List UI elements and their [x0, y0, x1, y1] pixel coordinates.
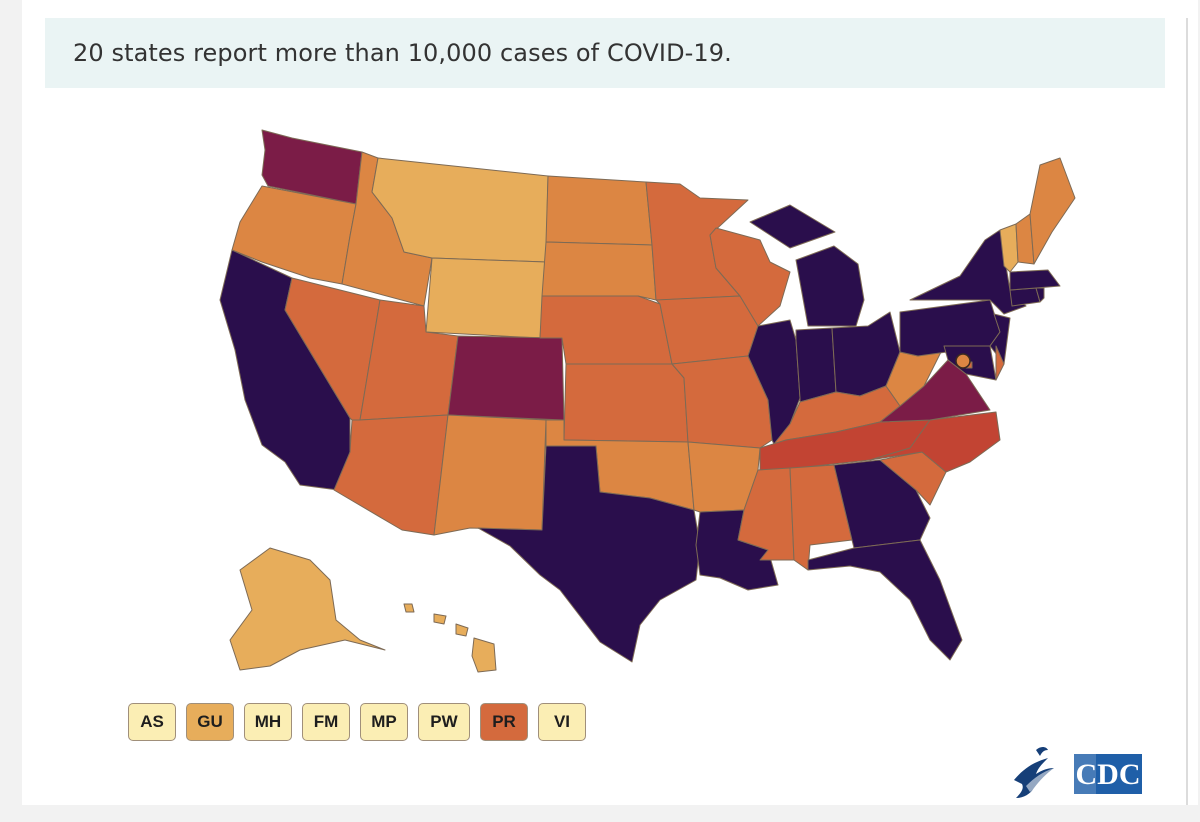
territory-button-fm[interactable]: FM	[302, 703, 350, 741]
dc-marker[interactable]	[955, 353, 971, 369]
state-wy[interactable]	[425, 257, 547, 339]
headline-banner: 20 states report more than 10,000 cases …	[45, 18, 1165, 88]
cdc-logo-text: CDC	[1076, 758, 1141, 791]
state-nd[interactable]	[545, 175, 653, 246]
state-ks[interactable]	[563, 363, 689, 443]
agency-logos: CDC	[1014, 747, 1142, 798]
state-in[interactable]	[795, 327, 837, 403]
cdc-logo: CDC	[1074, 754, 1142, 794]
state-me[interactable]	[1029, 157, 1076, 265]
state-ms[interactable]	[737, 467, 795, 561]
state-sd[interactable]	[541, 241, 657, 301]
divider	[1186, 18, 1188, 805]
state-ak[interactable]	[229, 547, 386, 671]
territory-button-mh[interactable]: MH	[244, 703, 292, 741]
state-az[interactable]	[333, 414, 449, 536]
territory-buttons: AS GU MH FM MP PW PR VI	[128, 703, 586, 743]
state-ma[interactable]	[1009, 269, 1061, 291]
territory-button-vi[interactable]: VI	[538, 703, 586, 741]
state-fl[interactable]	[807, 539, 963, 661]
state-wi[interactable]	[709, 227, 791, 327]
state-de[interactable]	[995, 345, 1005, 381]
state-nm[interactable]	[433, 414, 547, 536]
state-mi[interactable]	[749, 204, 865, 327]
state-tx[interactable]	[477, 445, 701, 663]
hhs-eagle-icon	[1014, 747, 1054, 798]
state-ri[interactable]	[1035, 287, 1045, 303]
territory-button-pw[interactable]: PW	[418, 703, 470, 741]
headline-text: 20 states report more than 10,000 cases …	[73, 39, 732, 67]
territory-button-gu[interactable]: GU	[186, 703, 234, 741]
state-ia[interactable]	[655, 295, 759, 365]
territory-button-pr[interactable]: PR	[480, 703, 528, 741]
territory-button-as[interactable]: AS	[128, 703, 176, 741]
state-vt[interactable]	[999, 223, 1019, 273]
state-nc[interactable]	[869, 411, 1001, 473]
state-hi[interactable]	[403, 603, 497, 673]
territory-button-mp[interactable]: MP	[360, 703, 408, 741]
state-co[interactable]	[447, 335, 565, 421]
state-ct[interactable]	[1009, 287, 1041, 307]
